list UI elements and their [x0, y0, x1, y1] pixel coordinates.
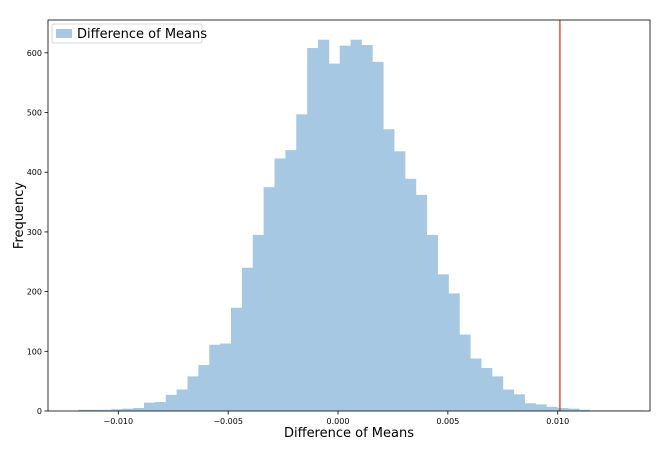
histogram-bar [263, 187, 275, 411]
y-tick-label: 200 [27, 288, 42, 297]
histogram-bar [492, 376, 504, 411]
histogram-bar [535, 404, 547, 411]
x-axis-ticks: −0.010 −0.005 0.000 0.005 0.010 [104, 411, 569, 426]
y-axis-label: Frequency [12, 182, 27, 249]
histogram-bar [176, 389, 188, 411]
histogram-bar [307, 48, 319, 411]
histogram-bar [220, 343, 232, 411]
histogram-bar [383, 129, 395, 412]
histogram-bars [78, 39, 645, 412]
histogram-bar [448, 293, 460, 411]
x-tick-label: 0.005 [436, 417, 459, 426]
y-axis-ticks: 0 100 200 300 400 500 600 [27, 49, 48, 416]
histogram-bar [568, 408, 580, 411]
histogram-bar [274, 158, 286, 411]
histogram-bar [513, 394, 525, 411]
histogram-bar [231, 307, 243, 411]
histogram-bar [437, 274, 449, 411]
histogram-bar [318, 39, 330, 411]
histogram-bar [89, 409, 101, 411]
histogram-bar [154, 402, 167, 411]
histogram-bar [252, 234, 264, 411]
histogram-bar [339, 45, 351, 411]
histogram-bar [470, 358, 482, 411]
histogram-bar [579, 409, 591, 411]
histogram-bar [296, 114, 308, 411]
histogram-bar [122, 408, 134, 411]
plot-frame [47, 19, 651, 412]
legend-label: Difference of Means [77, 27, 207, 42]
histogram-bar [481, 368, 493, 411]
histogram-bar [426, 234, 438, 411]
histogram-bar [405, 178, 417, 411]
y-tick-label: 500 [27, 109, 42, 118]
legend-swatch [56, 29, 72, 38]
histogram-bar [187, 376, 199, 411]
y-tick-label: 600 [27, 49, 42, 58]
histogram-bar [394, 151, 406, 411]
histogram-bar [415, 194, 428, 411]
histogram-bar [111, 409, 123, 411]
histogram-bar [328, 63, 341, 412]
histogram-bar [524, 403, 536, 411]
y-tick-label: 100 [27, 347, 42, 356]
histogram-bar [372, 61, 384, 412]
histogram-bar [546, 406, 558, 411]
histogram-bar [144, 402, 156, 411]
y-tick-label: 300 [27, 228, 42, 237]
x-axis-label: Difference of Means [284, 426, 414, 441]
histogram-bar [78, 409, 90, 411]
histogram-bar [198, 365, 210, 411]
histogram-bar [502, 389, 515, 411]
histogram-bar [557, 408, 569, 411]
histogram-bar [459, 334, 471, 411]
y-tick-label: 400 [27, 168, 42, 177]
legend: Difference of Means [51, 23, 207, 44]
histogram-bar [100, 409, 112, 411]
histogram-bar [361, 45, 373, 412]
x-tick-label: 0.010 [546, 417, 569, 426]
histogram-bar [350, 39, 362, 411]
legend-box [51, 23, 203, 44]
histogram-bar [133, 408, 145, 411]
histogram-bar [209, 344, 221, 411]
histogram-bar [285, 150, 297, 412]
histogram-bar [241, 267, 254, 411]
x-tick-label: −0.010 [104, 417, 134, 426]
x-tick-label: −0.005 [213, 417, 243, 426]
x-tick-label: 0.000 [327, 417, 350, 426]
y-tick-label: 0 [37, 407, 42, 416]
histogram-bar [165, 394, 177, 411]
